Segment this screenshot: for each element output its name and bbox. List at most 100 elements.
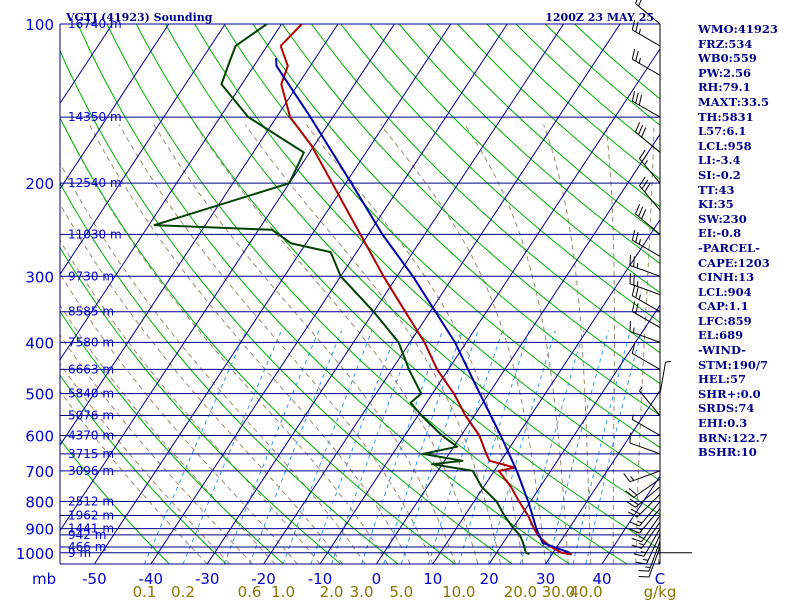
mixing-ratio-tick-label: 1.0 (271, 583, 295, 600)
index-line: BSHR:10 (698, 445, 757, 460)
wind-barb (631, 414, 661, 436)
moist-adiabat (635, 124, 655, 564)
dry-adiabat (544, 24, 660, 126)
wind-barb-staff (639, 185, 661, 211)
isotherms (60, 24, 660, 564)
wind-barb-flag (641, 127, 647, 138)
wind-barb-flag (631, 537, 642, 543)
moist-adiabat (244, 124, 501, 564)
wind-barb (633, 528, 661, 557)
wind-barb-staff (639, 390, 661, 416)
wind-barb (631, 521, 661, 549)
y-tick-label: 1000 (16, 545, 54, 563)
wind-barb-flag (638, 28, 641, 35)
index-line: CAPE:1203 (698, 255, 770, 270)
index-line: SRDS:74 (698, 401, 755, 416)
wind-barb-staff (639, 501, 661, 527)
parcel-profile (275, 58, 571, 554)
wind-barb (631, 48, 661, 76)
wind-barb (631, 19, 661, 47)
dry-adiabat (281, 24, 660, 385)
moist-adiabat (464, 124, 569, 564)
wind-barb-flag (638, 94, 643, 106)
wind-barb-flag (638, 206, 644, 217)
dry-adiabat (106, 24, 628, 564)
wind-barb (623, 470, 661, 483)
index-line: SW:230 (698, 211, 747, 226)
isotherm (60, 24, 283, 361)
profiles (153, 24, 572, 556)
wind-barb-flag (623, 473, 631, 483)
wind-barb-flag (638, 58, 641, 64)
index-line: SI:-0.2 (698, 167, 741, 182)
wind-barb (638, 540, 661, 572)
mixing-ratio-tick-label: 0.2 (171, 583, 195, 600)
wind-barb-staff (648, 540, 661, 572)
height-label: 942 m (68, 528, 106, 542)
moist-adiabat (605, 124, 615, 564)
observation-time: 1200Z 23 MAY 25 (545, 11, 654, 24)
index-line: LCL:958 (698, 138, 752, 153)
x-tick-label: -50 (82, 570, 107, 588)
isotherm (150, 24, 508, 564)
wind-barb (639, 386, 661, 416)
dry-adiabat (165, 24, 660, 516)
wind-barb-flag (635, 50, 639, 62)
wind-barb-flag (633, 256, 635, 267)
y-tick-label: 400 (25, 334, 54, 352)
index-line: EL:689 (698, 328, 744, 343)
dry-adiabat (60, 310, 284, 564)
index-line: PW:2.56 (698, 65, 752, 80)
wind-barb (639, 176, 661, 211)
height-label: 9 m (68, 546, 91, 560)
wind-barb (631, 285, 661, 313)
mixing-ratio-line (310, 330, 398, 564)
index-line: SHR+:0.0 (698, 386, 761, 401)
dry-adiabat (515, 24, 660, 153)
height-label: 11030 m (68, 227, 122, 241)
x-tick-label: 0 (372, 570, 382, 588)
x-tick-label: -10 (308, 570, 333, 588)
wind-barb-staff (632, 352, 661, 370)
wind-barb-staff (629, 470, 661, 483)
wind-barb-flag (641, 152, 649, 163)
wind-barb-flag (638, 239, 641, 245)
isotherm (60, 24, 339, 447)
moist-adiabat (380, 124, 547, 564)
index-line: EHI:0.3 (698, 416, 748, 431)
x-tick-label: 10 (423, 570, 442, 588)
height-label: 3715 m (68, 447, 114, 461)
wind-barb-flag (641, 179, 649, 190)
index-line: WMO:41923 (698, 22, 778, 36)
wind-barb-flag (631, 230, 636, 241)
wind-barb-staff (635, 486, 661, 508)
x-tick-label: -30 (195, 570, 220, 588)
index-line: L57:6.1 (698, 124, 747, 139)
wind-barb-flag (638, 542, 645, 546)
x-tick-label: 20 (480, 570, 499, 588)
wind-barb-flag (630, 475, 635, 481)
index-line: -PARCEL- (698, 240, 760, 255)
dry-adiabat (60, 246, 342, 564)
wind-barb-flag (635, 232, 639, 243)
isotherm (432, 218, 660, 564)
wind-barb-staff (632, 295, 661, 313)
wind-barb-staff (637, 493, 661, 518)
wind-barb-staff (639, 158, 661, 184)
wind-barb (629, 320, 661, 343)
dry-adiabat (135, 24, 660, 550)
mixing-ratio-axis-label: g/kg (644, 583, 677, 600)
wind-barb-flag (641, 209, 647, 220)
mixing-ratio-line (331, 330, 417, 564)
wind-barb-flag (629, 498, 639, 506)
wind-barb-flag (626, 501, 636, 508)
wind-barb-flag (635, 287, 639, 298)
moist-adiabat (543, 124, 592, 564)
wind-barb-flag (638, 575, 650, 578)
index-line: LFC:859 (698, 313, 752, 328)
dry-adiabat (428, 24, 660, 236)
moist-adiabat (60, 202, 344, 564)
wind-barb-flag (642, 559, 649, 561)
height-label: 5840 m (68, 387, 114, 401)
